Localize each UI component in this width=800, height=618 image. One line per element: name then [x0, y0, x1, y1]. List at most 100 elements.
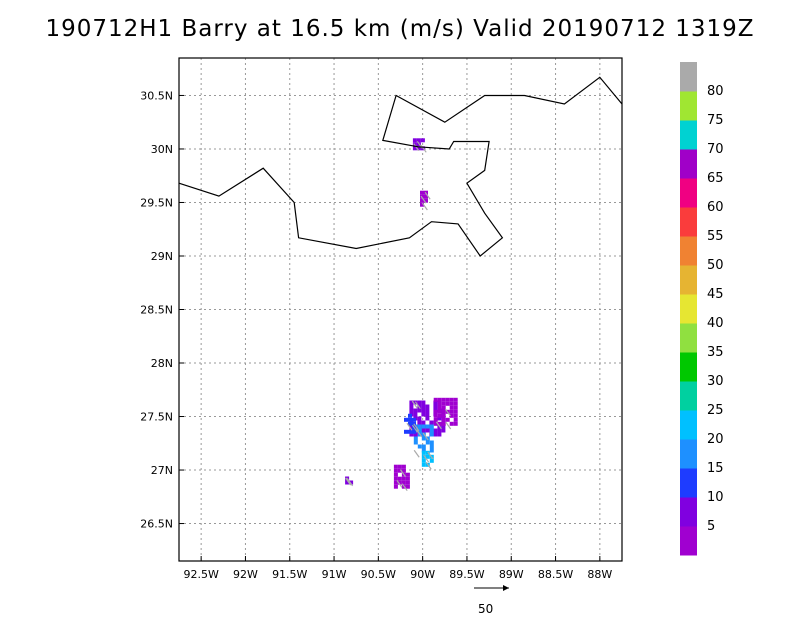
echo-cell: [441, 421, 446, 426]
wind-vector: [445, 421, 452, 430]
echo-cell: [408, 413, 412, 418]
echo-cell: [441, 405, 446, 410]
wind-vector: [411, 400, 418, 409]
echo-cell: [408, 417, 412, 422]
echo-cell: [445, 397, 450, 402]
echo-cell: [412, 146, 417, 151]
echo-cell: [441, 397, 446, 402]
echo-cell: [429, 440, 434, 445]
echo-cell: [417, 420, 422, 425]
echo-cell: [449, 401, 454, 406]
echo-cell: [421, 444, 426, 449]
colorbar-label: 75: [707, 113, 724, 128]
wind-vector: [345, 477, 352, 486]
wind-vector: [421, 202, 428, 211]
echo-cell: [417, 444, 422, 449]
wind-vector: [427, 451, 434, 460]
echo-cell: [453, 401, 458, 406]
echo-cell: [405, 480, 410, 485]
echo-cell: [409, 408, 414, 413]
coastline: [178, 76, 623, 257]
echo-cell: [397, 468, 402, 473]
wind-vector: [423, 454, 430, 463]
colorbar-label: 80: [707, 84, 724, 99]
echo-cell: [413, 432, 418, 437]
echo-cell: [437, 401, 442, 406]
colorbar-swatch: [680, 381, 697, 411]
colorbar-label: 15: [707, 461, 724, 476]
latitude-tick-label: 29.5N: [140, 196, 173, 209]
echo-cell: [425, 412, 430, 417]
echo-cell: [401, 476, 406, 481]
echo-cell: [445, 417, 450, 422]
echo-cell: [425, 416, 430, 421]
wind-vector: [435, 421, 442, 430]
echo-cell: [349, 480, 354, 485]
wind-vector: [347, 478, 354, 487]
colorbar: 5 10 15 20 25 30 35 40 45 50 55 60 65 70 75 80: [680, 62, 724, 556]
colorbar-swatch: [680, 236, 697, 266]
echo-cell: [413, 408, 418, 413]
echo-cell: [421, 408, 426, 413]
longitude-tick-label: 90W: [410, 568, 435, 581]
echo-cell: [425, 428, 430, 433]
echo-cell: [449, 413, 454, 418]
latitude-tick-label: 28N: [151, 357, 173, 370]
wind-vector: [411, 424, 418, 433]
echo-cell: [417, 400, 422, 405]
echo-cell: [405, 476, 410, 481]
echo-cell: [449, 397, 454, 402]
echo-cell: [429, 424, 434, 429]
wind-vector: [413, 423, 420, 432]
echo-cell: [425, 454, 430, 459]
echo-cell: [393, 480, 398, 485]
longitude-tick-label: 91.5W: [272, 568, 307, 581]
latitude-tick-label: 26.5N: [140, 518, 173, 531]
echo-cell: [445, 401, 450, 406]
echo-cell: [421, 450, 426, 455]
latitude-tick-label: 29N: [151, 250, 173, 263]
echo-cell: [437, 413, 442, 418]
echo-cell: [437, 405, 442, 410]
echo-cell: [420, 138, 425, 143]
echo-cell: [425, 408, 430, 413]
colorbar-label: 25: [707, 403, 724, 418]
echo-cell: [404, 429, 408, 434]
echo-cell: [421, 462, 426, 467]
wind-vector: [420, 195, 427, 204]
colorbar-label: 45: [707, 287, 724, 302]
colorbar-swatch: [680, 294, 697, 324]
wind-vector: [413, 449, 420, 458]
echo-cell: [405, 472, 410, 477]
echo-cell: [429, 432, 434, 437]
colorbar-label: 60: [707, 200, 724, 215]
colorbar-swatch: [680, 468, 697, 498]
grid-lines: [179, 58, 622, 561]
echo-cell: [421, 454, 426, 459]
echo-cell: [441, 424, 446, 429]
echo-cell: [412, 429, 416, 434]
echo-cell: [412, 417, 416, 422]
echo-cell: [413, 440, 418, 445]
echo-cell: [421, 420, 426, 425]
wind-vector: [414, 401, 421, 410]
echo-cell: [413, 412, 418, 417]
echo-cell: [408, 421, 412, 426]
colorbar-label: 50: [707, 258, 724, 273]
echo-cell: [429, 444, 434, 449]
echo-cell: [421, 448, 426, 453]
longitude-tick-labels: 92.5W 92W 91.5W 91W 90.5W 90W 89.5W 89W 88.5W 88W: [183, 568, 612, 581]
wind-vector: [401, 483, 408, 492]
colorbar-swatch: [680, 352, 697, 382]
echo-cell: [433, 413, 438, 418]
echo-cell: [421, 428, 426, 433]
wind-vector: [424, 191, 431, 200]
echo-cell: [449, 405, 454, 410]
echo-cell: [437, 397, 442, 402]
echo-cell: [412, 138, 417, 143]
colorbar-swatch: [680, 207, 697, 237]
echo-cell: [433, 417, 438, 422]
coastline-layer: [178, 76, 623, 257]
colorbar-swatch: [680, 120, 697, 150]
echo-cell: [433, 397, 438, 402]
